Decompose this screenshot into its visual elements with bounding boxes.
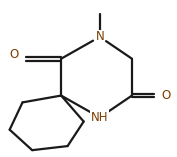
Text: O: O [161,89,170,102]
Text: NH: NH [91,111,109,124]
Text: N: N [95,30,104,43]
Text: O: O [10,48,19,61]
